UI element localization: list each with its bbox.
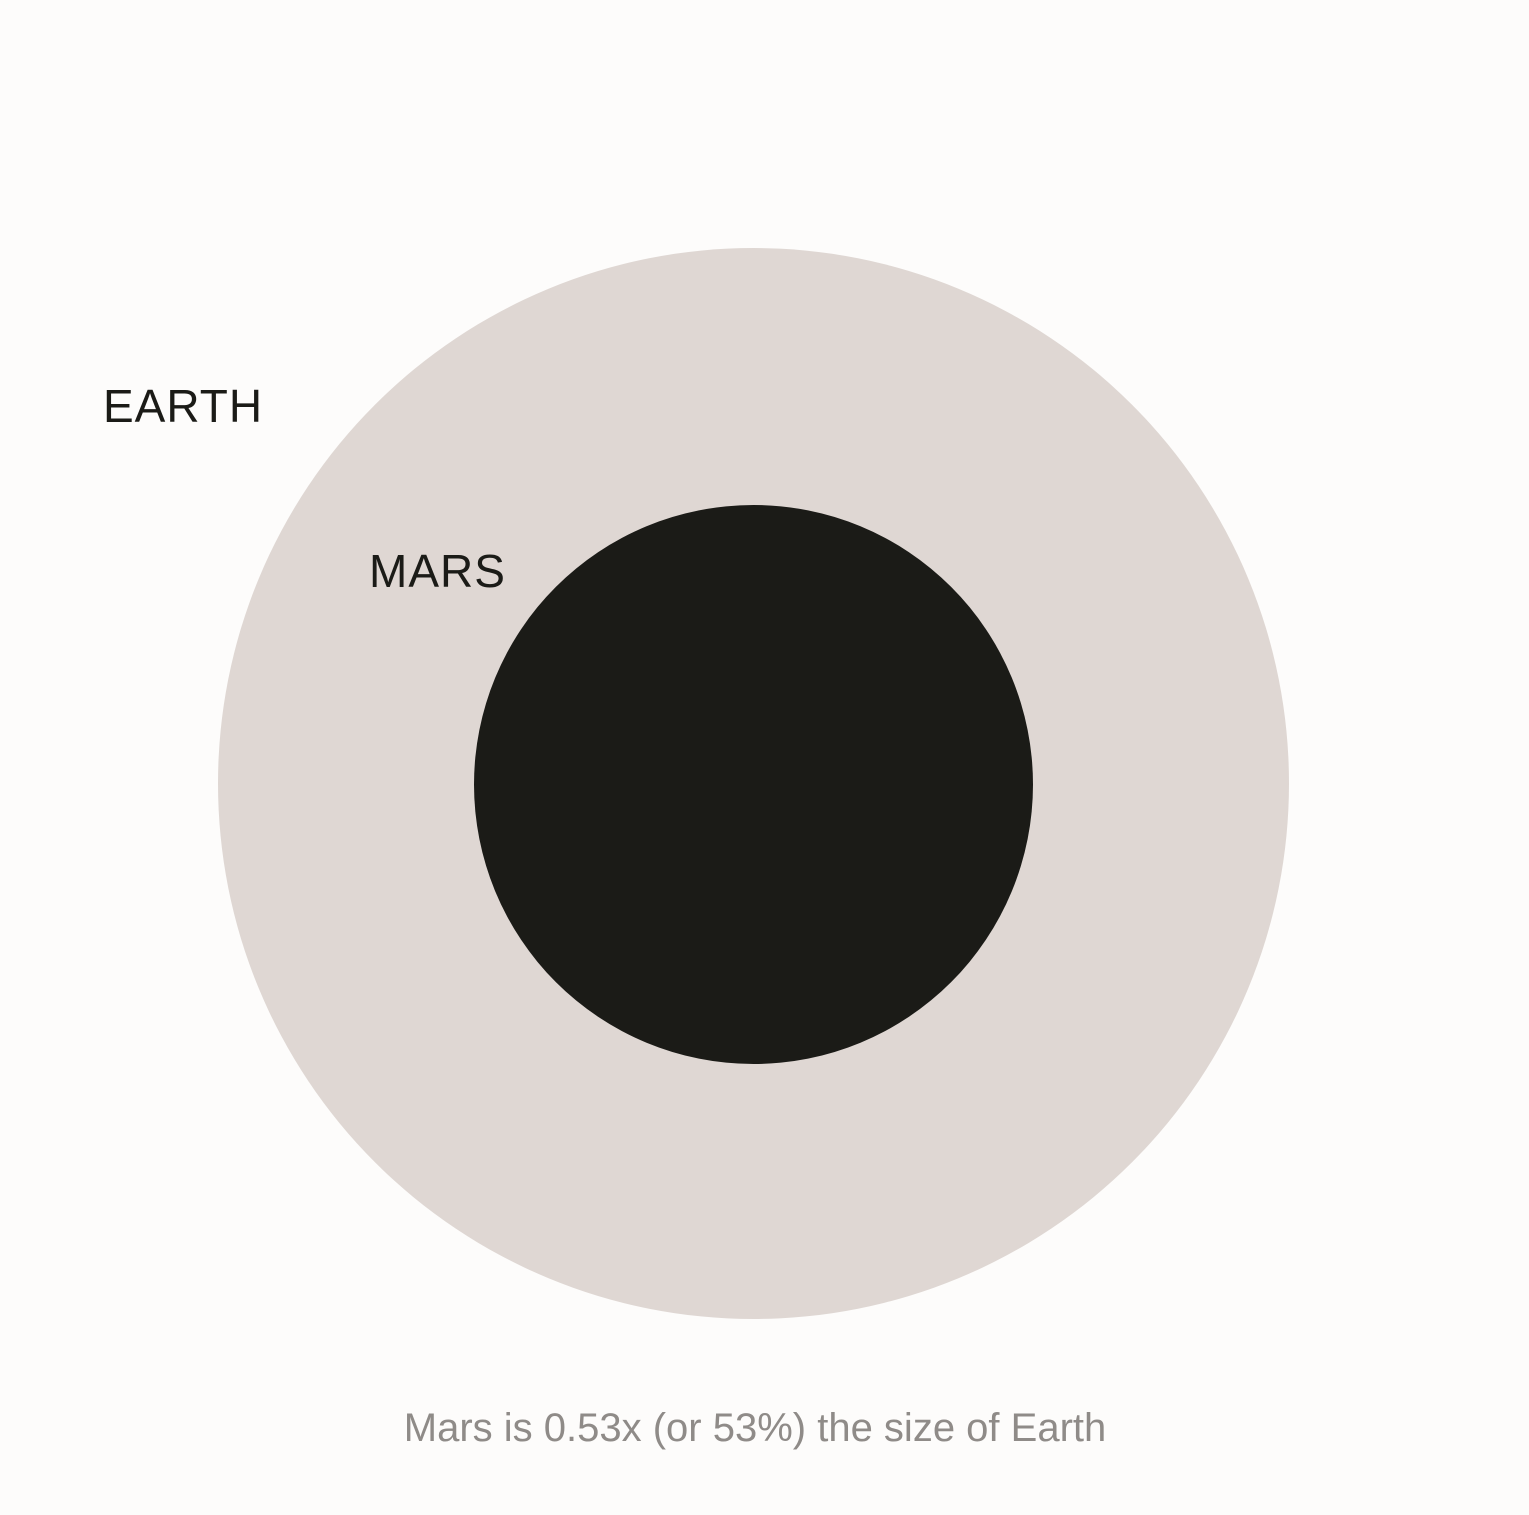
earth-label: EARTH — [103, 380, 264, 432]
mars-circle — [474, 505, 1033, 1064]
comparison-caption: Mars is 0.53x (or 53%) the size of Earth — [403, 1406, 1107, 1450]
mars-label: MARS — [369, 545, 506, 597]
